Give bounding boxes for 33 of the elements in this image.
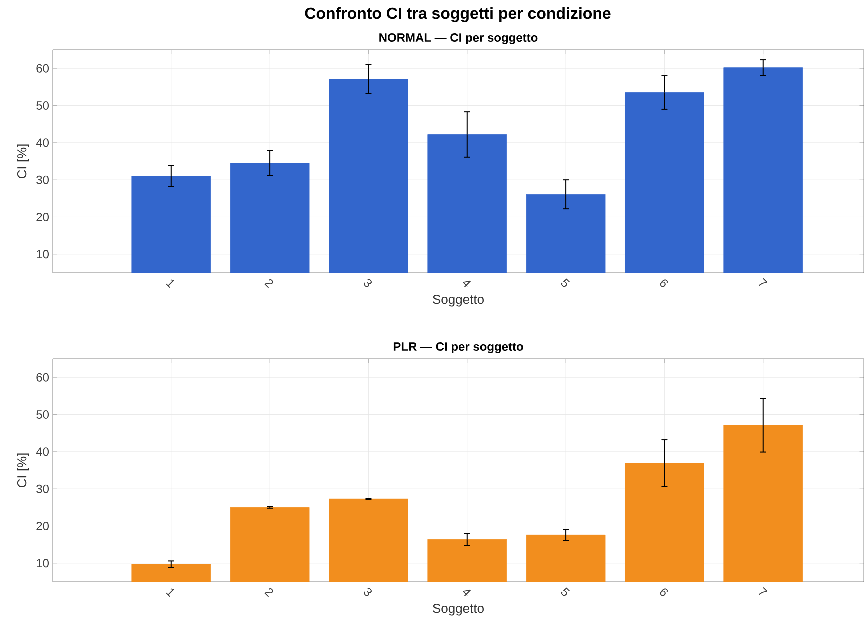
x-tick-label: 6: [660, 280, 668, 288]
y-tick-label: 10: [37, 250, 50, 259]
x-tick-label: 2: [264, 588, 274, 598]
y-tick-label: 30: [36, 484, 50, 494]
y-tick-label: 20: [36, 522, 50, 530]
y-tick-label: 60: [36, 64, 50, 73]
x-tick-label: 3: [364, 588, 372, 596]
x-tick-label: 5: [561, 588, 570, 596]
x-tick-label: 5: [561, 278, 570, 288]
y-axis-title: CI [%]: [17, 144, 30, 179]
chart-subtitle: NORMAL — CI per soggetto: [380, 34, 538, 44]
x-axis-title: Soggetto: [433, 294, 484, 307]
x-tick-label: 1: [166, 588, 174, 598]
y-tick-label: 10: [37, 559, 50, 568]
chart-title: Confronto CI tra soggetti per condizione: [305, 7, 611, 22]
y-tick-label: 50: [36, 410, 50, 419]
x-tick-label: 7: [759, 587, 768, 596]
x-tick-label: 4: [463, 590, 472, 596]
x-tick-label: 2: [264, 279, 274, 288]
x-tick-label: 7: [759, 278, 768, 286]
y-axis-title: CI [%]: [17, 454, 30, 488]
x-tick-label: 3: [364, 279, 372, 288]
y-tick-label: 40: [36, 138, 50, 148]
x-tick-label: 4: [463, 280, 472, 288]
x-tick-label: 6: [660, 588, 668, 596]
y-tick-label: 50: [36, 102, 50, 110]
x-axis-title: Soggetto: [433, 604, 484, 616]
y-tick-label: 30: [36, 176, 50, 184]
y-tick-label: 60: [36, 373, 50, 382]
y-tick-label: 40: [36, 448, 50, 456]
y-tick-label: 20: [36, 213, 50, 222]
chart-title: PLR — CI per soggetto: [394, 342, 524, 354]
x-tick-label: 1: [166, 280, 174, 288]
